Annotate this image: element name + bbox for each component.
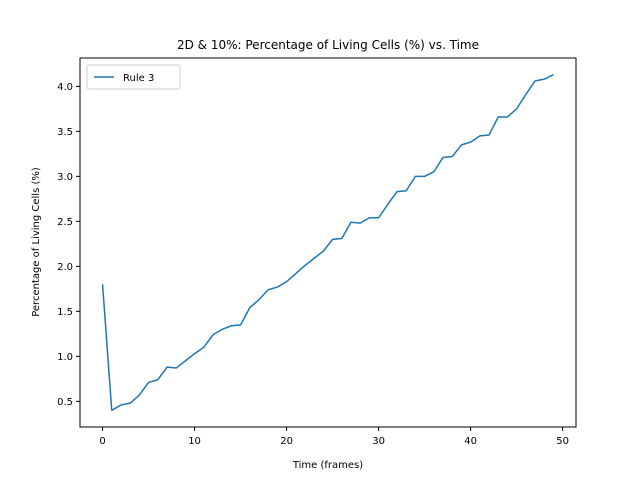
x-axis-label: Time (frames) [292,460,363,471]
y-tick-label: 1.5 [57,307,73,318]
x-tick-label: 50 [556,436,569,447]
y-tick-label: 1.0 [57,352,73,363]
plot-frame [79,57,577,428]
chart-title: 2D & 10%: Percentage of Living Cells (%)… [177,38,479,52]
x-tick-label: 0 [99,436,105,447]
x-tick-label: 10 [188,436,201,447]
y-tick-label: 3.5 [57,127,73,138]
x-tick-label: 40 [464,436,477,447]
y-tick-label: 2.0 [57,262,73,273]
y-tick-label: 4.0 [57,82,73,93]
y-tick-label: 2.5 [57,217,73,228]
series-line [101,73,554,412]
y-tick-label: 0.5 [57,397,73,408]
legend-box [86,64,181,90]
plot-area [101,73,554,412]
x-tick-label: 20 [280,436,293,447]
legend-label: Rule 3 [123,73,154,84]
x-tick-label: 30 [372,436,385,447]
y-tick-label: 3.0 [57,172,73,183]
x-axis: 0 10 20 30 40 50 [99,427,569,447]
y-axis-label: Percentage of Living Cells (%) [31,167,42,317]
y-axis: 0.5 1.0 1.5 2.0 2.5 3.0 3.5 4.0 [57,82,80,408]
legend: Rule 3 [86,64,181,90]
